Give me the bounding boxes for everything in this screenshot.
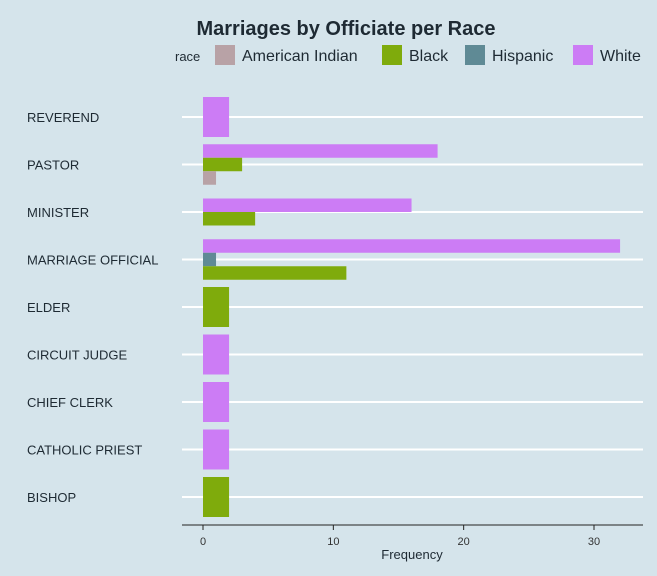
legend-swatch-black (382, 45, 402, 65)
y-tick-label-pastor: PASTOR (27, 158, 79, 173)
bar-circuit-judge-white (203, 334, 230, 375)
bar-marriage-official-black (203, 266, 347, 280)
x-tick-label-30: 30 (588, 536, 600, 548)
y-tick-label-bishop: BISHOP (27, 490, 76, 505)
bar-catholic-priest-white (203, 429, 230, 470)
x-tick-label-20: 20 (458, 536, 470, 548)
y-tick-label-minister: MINISTER (27, 205, 89, 220)
legend-swatch-hispanic (465, 45, 485, 65)
legend: race American Indian Black Hispanic White (175, 45, 641, 65)
legend-label-white: White (600, 48, 641, 65)
y-tick-label-circuit-judge: CIRCUIT JUDGE (27, 348, 127, 363)
bar-pastor-black (203, 157, 243, 172)
legend-swatch-american-indian (215, 45, 235, 65)
bar-bishop-black (203, 477, 230, 517)
legend-label-black: Black (409, 48, 449, 65)
x-axis: 0 10 20 30 (182, 524, 643, 548)
bar-pastor-american-indian (203, 171, 217, 185)
grid (182, 116, 643, 498)
bar-marriage-official-white (203, 239, 621, 253)
bar-pastor-white (203, 144, 438, 158)
legend-label-american-indian: American Indian (242, 48, 358, 65)
bars (203, 97, 621, 517)
x-tick-label-10: 10 (327, 536, 339, 548)
x-axis-label: Frequency (381, 547, 443, 562)
y-tick-label-chief-clerk: CHIEF CLERK (27, 395, 113, 410)
bar-minister-black (203, 212, 256, 226)
y-tick-label-reverend: REVEREND (27, 110, 99, 125)
bar-marriage-official-hispanic (203, 252, 217, 267)
y-tick-label-catholic-priest: CATHOLIC PRIEST (27, 443, 142, 458)
legend-swatch-white (573, 45, 593, 65)
legend-title: race (175, 49, 200, 64)
x-tick-label-0: 0 (200, 536, 206, 548)
bar-minister-white (203, 198, 412, 212)
bar-reverend-white (203, 97, 230, 137)
bar-chief-clerk-white (203, 382, 230, 422)
y-axis: REVEREND PASTOR MINISTER MARRIAGE OFFICIAL E… (27, 110, 158, 505)
y-tick-label-marriage-official: MARRIAGE OFFICIAL (27, 253, 158, 268)
bar-elder-black (203, 287, 230, 327)
legend-label-hispanic: Hispanic (492, 48, 553, 65)
y-tick-label-elder: ELDER (27, 300, 70, 315)
chart-title: Marriages by Officiate per Race (196, 18, 495, 40)
